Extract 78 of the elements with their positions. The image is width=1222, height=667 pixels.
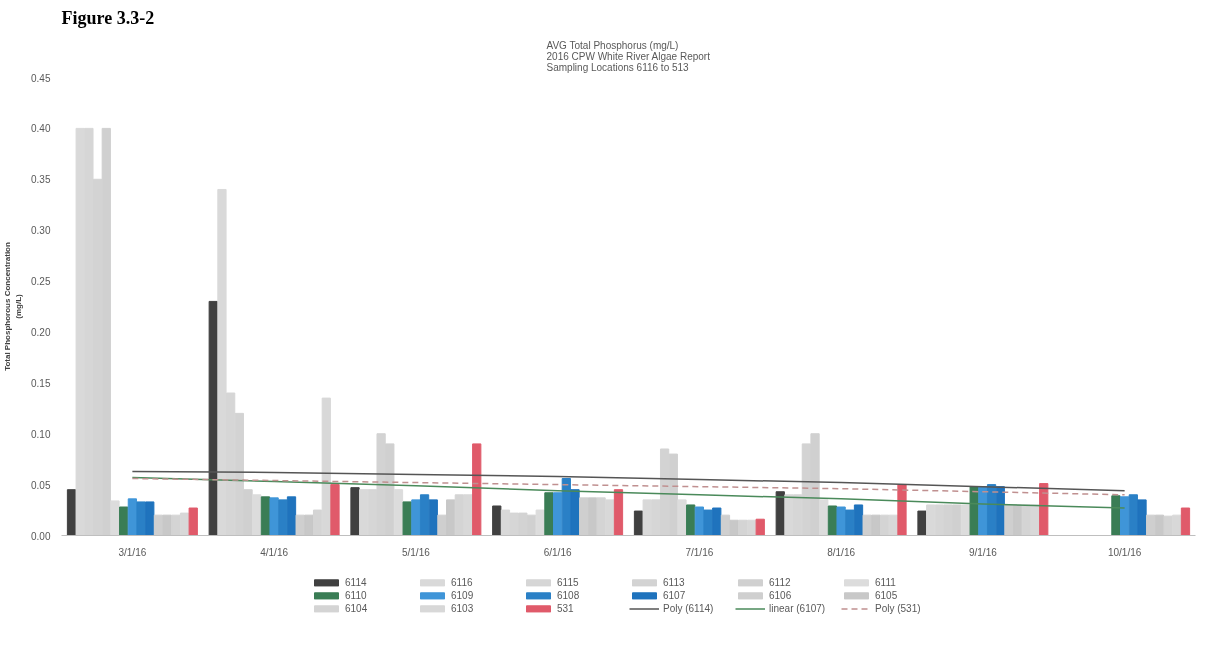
y-tick-label: 0.45	[31, 72, 51, 84]
legend-label: 6107	[663, 589, 687, 601]
y-tick-label: 0.25	[31, 276, 51, 288]
bar	[286, 496, 297, 536]
legend-label: 6110	[345, 589, 368, 601]
bar	[995, 486, 1005, 536]
x-tick-label: 3/1/16	[118, 546, 147, 558]
bar	[145, 501, 155, 536]
bar	[1111, 495, 1121, 536]
legend-label: 6103	[451, 602, 475, 614]
line-series	[131, 470, 1126, 492]
bar	[917, 510, 927, 536]
bar	[1120, 496, 1130, 536]
legend-label: 6114	[345, 576, 368, 588]
chart-title: AVG Total Phosphorus (mg/L) 2016 CPW White River Algae Report Sampling Locations 6116 to 513	[546, 39, 711, 73]
bar	[553, 492, 563, 536]
x-tick-label: 8/1/16	[827, 546, 856, 558]
x-tick-label: 6/1/16	[543, 546, 572, 558]
bar	[836, 506, 846, 536]
bar	[492, 505, 502, 536]
bar	[136, 501, 146, 536]
bar	[188, 507, 198, 536]
bar	[402, 501, 412, 536]
legend-label: 6108	[557, 589, 581, 601]
bar	[570, 489, 580, 536]
legend-label: 6112	[769, 576, 792, 588]
y-axis-title: Total Phosphorous Concentration (mg/L)	[3, 242, 24, 371]
legend-label: 6106	[769, 589, 793, 601]
legend-label: Poly (6114)	[663, 602, 715, 614]
bar	[119, 506, 129, 536]
x-tick-label: 9/1/16	[968, 546, 998, 558]
bar	[686, 504, 696, 536]
y-tick-label: 0.40	[31, 123, 51, 135]
y-tick-label: 0.15	[31, 377, 51, 389]
y-tick-label: 0.10	[31, 428, 51, 440]
legend-label: 6115	[557, 576, 580, 588]
bar	[703, 509, 713, 536]
y-tick-label: 0.05	[31, 479, 51, 491]
bar	[712, 507, 722, 536]
x-tick-label: 10/1/16	[1107, 546, 1142, 558]
bar	[775, 491, 785, 536]
bar	[845, 509, 855, 536]
legend-label: 6109	[451, 589, 475, 601]
bar	[853, 504, 864, 536]
line-series	[131, 477, 1126, 496]
bar	[278, 499, 288, 536]
legend-label: 6105	[875, 589, 899, 601]
y-tick-label: 0.30	[31, 225, 51, 237]
bar	[472, 443, 482, 536]
x-tick-label: 5/1/16	[401, 546, 431, 558]
bar	[613, 489, 624, 536]
bar	[428, 499, 438, 536]
y-tick-label: 0.00	[31, 530, 51, 542]
line-series	[131, 476, 1126, 509]
y-tick-label: 0.35	[31, 174, 51, 186]
x-tick-label: 4/1/16	[260, 546, 289, 558]
legend-label: Poly (531)	[875, 602, 922, 614]
bar	[350, 487, 360, 536]
bar	[269, 497, 279, 536]
bar	[969, 486, 979, 536]
legend-label: linear (6107)	[769, 602, 827, 614]
bar	[755, 518, 765, 536]
legend-label: 531	[557, 602, 575, 614]
bar	[1180, 507, 1191, 536]
bar	[897, 484, 907, 536]
bar	[411, 499, 421, 536]
legend-label: 6113	[663, 576, 686, 588]
legend-label: 6104	[345, 602, 369, 614]
bar	[208, 300, 218, 536]
bar	[330, 484, 340, 536]
bar	[1137, 499, 1147, 536]
legend-label: 6111	[875, 576, 897, 588]
bar	[1039, 483, 1049, 536]
bar	[544, 492, 554, 536]
x-tick-label: 7/1/16	[685, 546, 714, 558]
caption: Figure 3.3-2	[61, 7, 155, 28]
legend-label: 6116	[451, 576, 474, 588]
y-tick-label: 0.20	[31, 326, 51, 338]
